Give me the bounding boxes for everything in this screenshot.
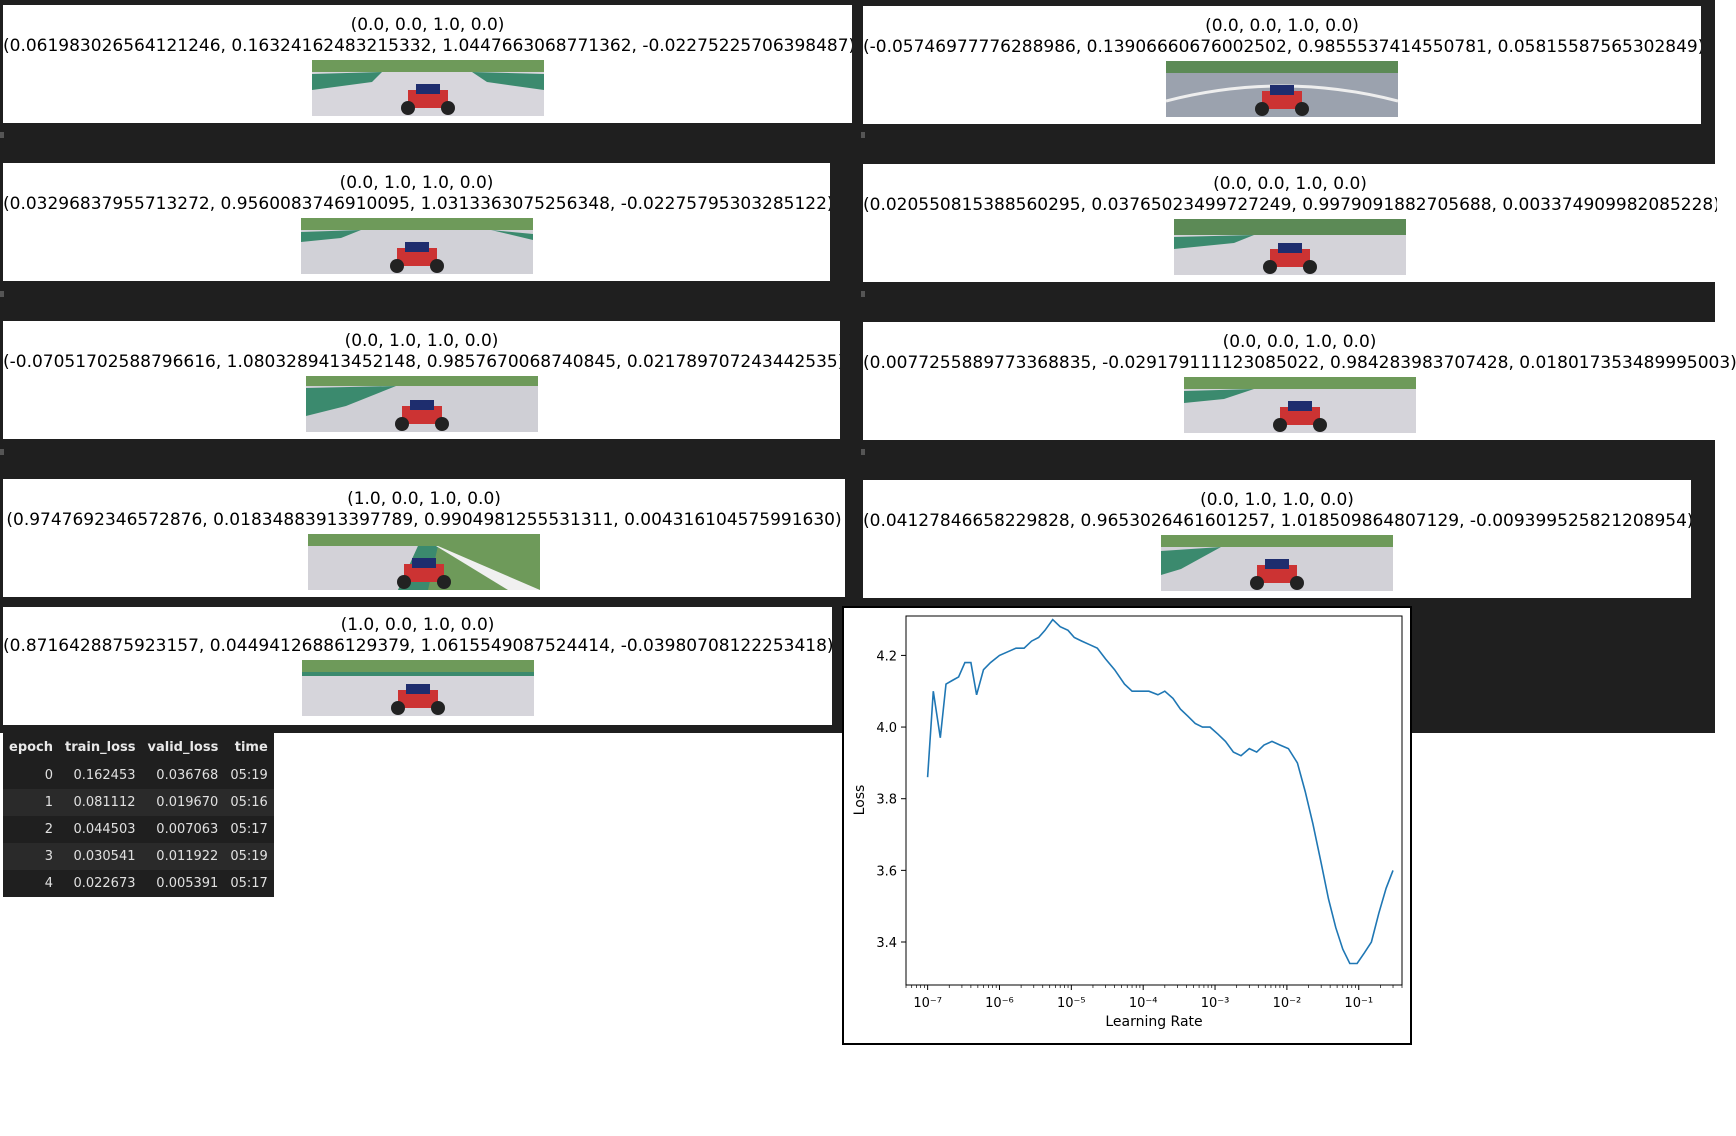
predicted-action: (-0.05746977776288986, 0.139066606760025… bbox=[863, 37, 1701, 57]
predicted-action: (0.061983026564121246, 0.163241624832153… bbox=[3, 36, 852, 56]
table-cell: 0.030541 bbox=[59, 843, 142, 870]
x-tick-label: 10⁻³ bbox=[1201, 996, 1230, 1011]
table-cell: 05:16 bbox=[224, 789, 274, 816]
column-header: train_loss bbox=[65, 739, 136, 755]
y-tick-label: 4.2 bbox=[876, 649, 897, 664]
output-scroll-marker[interactable] bbox=[861, 449, 865, 455]
table-cell: 0.019670 bbox=[141, 789, 225, 816]
table-cell: 05:17 bbox=[224, 816, 274, 843]
table-cell: 0.011922 bbox=[141, 843, 225, 870]
prediction-cell: (1.0, 0.0, 1.0, 0.0) (0.9747692346572876… bbox=[3, 479, 845, 597]
race-frame-image bbox=[311, 60, 544, 116]
table-cell: 1 bbox=[3, 789, 60, 816]
predicted-action: (0.03296837955713272, 0.9560083746910095… bbox=[3, 194, 830, 214]
predicted-action: (-0.07051702588796616, 1.080328941345214… bbox=[3, 352, 840, 372]
table-cell: 05:19 bbox=[224, 843, 274, 870]
y-tick-label: 3.8 bbox=[876, 793, 897, 808]
race-frame-image bbox=[308, 534, 540, 590]
lr-finder-plot: 10⁻⁷ 10⁻⁶ 10⁻⁵ 10⁻⁴ 10⁻³ 10⁻² 10⁻¹ 3.4 3.6 3.8 4.… bbox=[852, 615, 1403, 1030]
race-frame-image bbox=[300, 218, 533, 274]
x-tick-label: 10⁻⁷ bbox=[913, 996, 942, 1011]
table-cell: 0.044503 bbox=[59, 816, 142, 843]
prediction-cell: (0.0, 1.0, 1.0, 0.0) (0.0412784665822982… bbox=[863, 480, 1691, 598]
table-cell: 4 bbox=[3, 870, 60, 897]
column-header: time bbox=[234, 739, 268, 755]
x-axis: 10⁻⁷ 10⁻⁶ 10⁻⁵ 10⁻⁴ 10⁻³ 10⁻² 10⁻¹ bbox=[913, 985, 1373, 1011]
target-action: (0.0, 1.0, 1.0, 0.0) bbox=[1200, 490, 1354, 510]
target-action: (0.0, 0.0, 1.0, 0.0) bbox=[350, 15, 505, 35]
prediction-cell: (1.0, 0.0, 1.0, 0.0) (0.8716428875923157… bbox=[3, 607, 832, 725]
table-cell: 0.081112 bbox=[59, 789, 142, 816]
prediction-cell: (0.0, 1.0, 1.0, 0.0) (-0.070517025887966… bbox=[3, 321, 840, 439]
target-action: (0.0, 0.0, 1.0, 0.0) bbox=[1205, 16, 1359, 36]
target-action: (1.0, 0.0, 1.0, 0.0) bbox=[340, 615, 495, 635]
y-tick-label: 3.6 bbox=[876, 864, 897, 879]
table-cell: 0.022673 bbox=[59, 870, 142, 897]
prediction-cell: (0.0, 0.0, 1.0, 0.0) (0.0077255889773368… bbox=[863, 322, 1736, 440]
predicted-action: (0.04127846658229828, 0.9653026461601257… bbox=[863, 511, 1691, 531]
table-cell: 3 bbox=[3, 843, 60, 870]
table-cell: 0.005391 bbox=[141, 870, 225, 897]
target-action: (0.0, 0.0, 1.0, 0.0) bbox=[1222, 332, 1377, 352]
race-frame-image bbox=[305, 376, 538, 432]
x-tick-label: 10⁻⁴ bbox=[1129, 996, 1158, 1011]
y-tick-label: 3.4 bbox=[876, 936, 897, 951]
x-tick-label: 10⁻¹ bbox=[1344, 996, 1373, 1011]
race-frame-image bbox=[1183, 377, 1416, 433]
x-axis-label: Learning Rate bbox=[1105, 1014, 1202, 1030]
race-frame-image bbox=[1166, 61, 1398, 117]
prediction-cell: (0.0, 0.0, 1.0, 0.0) (0.0619830265641212… bbox=[3, 5, 852, 123]
predicted-action: (0.8716428875923157, 0.04494126886129379… bbox=[3, 636, 832, 656]
table-cell: 0.007063 bbox=[141, 816, 225, 843]
training-results-table: epoch train_loss valid_loss time 0 0.162… bbox=[3, 732, 274, 897]
table-cell: 0.162453 bbox=[59, 762, 142, 789]
race-frame-image bbox=[1161, 535, 1393, 591]
x-tick-label: 10⁻⁶ bbox=[985, 996, 1014, 1011]
y-axis: 3.4 3.6 3.8 4.0 4.2 bbox=[876, 649, 906, 951]
predicted-action: (0.0077255889773368835, -0.0291791111230… bbox=[863, 353, 1736, 373]
table-row: 2 0.044503 0.007063 05:17 bbox=[3, 816, 274, 843]
table-cell: 05:17 bbox=[224, 870, 274, 897]
table-cell: 05:19 bbox=[224, 762, 274, 789]
table-header-row: epoch train_loss valid_loss time bbox=[3, 732, 274, 762]
column-header: valid_loss bbox=[147, 739, 219, 755]
table-cell: 0 bbox=[3, 762, 60, 789]
race-frame-image bbox=[1174, 219, 1406, 275]
column-header: epoch bbox=[9, 739, 54, 755]
output-scroll-marker[interactable] bbox=[861, 291, 865, 297]
target-action: (1.0, 0.0, 1.0, 0.0) bbox=[347, 489, 501, 509]
target-action: (0.0, 1.0, 1.0, 0.0) bbox=[344, 331, 499, 351]
plot-frame bbox=[905, 615, 1403, 986]
output-scroll-marker[interactable] bbox=[0, 132, 4, 138]
output-scroll-marker[interactable] bbox=[0, 449, 4, 455]
output-scroll-marker[interactable] bbox=[0, 291, 4, 297]
y-axis-label: Loss bbox=[852, 785, 868, 816]
table-row: 0 0.162453 0.036768 05:19 bbox=[3, 762, 274, 789]
predicted-action: (0.9747692346572876, 0.01834883913397789… bbox=[6, 510, 842, 530]
prediction-cell: (0.0, 0.0, 1.0, 0.0) (0.0205508153885602… bbox=[863, 164, 1717, 282]
lr-finder-chart: 10⁻⁷ 10⁻⁶ 10⁻⁵ 10⁻⁴ 10⁻³ 10⁻² 10⁻¹ 3.4 3.6 3.8 4.… bbox=[842, 606, 1412, 1045]
prediction-cell: (0.0, 1.0, 1.0, 0.0) (0.0329683795571327… bbox=[3, 163, 830, 281]
x-tick-label: 10⁻² bbox=[1273, 996, 1302, 1011]
y-tick-label: 4.0 bbox=[876, 721, 897, 736]
table-row: 3 0.030541 0.011922 05:19 bbox=[3, 843, 274, 870]
output-scroll-marker[interactable] bbox=[861, 132, 865, 138]
loss-series-line bbox=[926, 618, 1394, 965]
table-row: 4 0.022673 0.005391 05:17 bbox=[3, 870, 274, 897]
target-action: (0.0, 0.0, 1.0, 0.0) bbox=[1213, 174, 1367, 194]
target-action: (0.0, 1.0, 1.0, 0.0) bbox=[339, 173, 494, 193]
x-minor-ticks bbox=[905, 985, 1403, 988]
table-cell: 0.036768 bbox=[141, 762, 225, 789]
race-frame-image bbox=[301, 660, 534, 716]
prediction-cell: (0.0, 0.0, 1.0, 0.0) (-0.057469777762889… bbox=[863, 6, 1701, 124]
predicted-action: (0.020550815388560295, 0.037650234997272… bbox=[863, 195, 1717, 215]
table-row: 1 0.081112 0.019670 05:16 bbox=[3, 789, 274, 816]
x-tick-label: 10⁻⁵ bbox=[1057, 996, 1086, 1011]
table-cell: 2 bbox=[3, 816, 60, 843]
